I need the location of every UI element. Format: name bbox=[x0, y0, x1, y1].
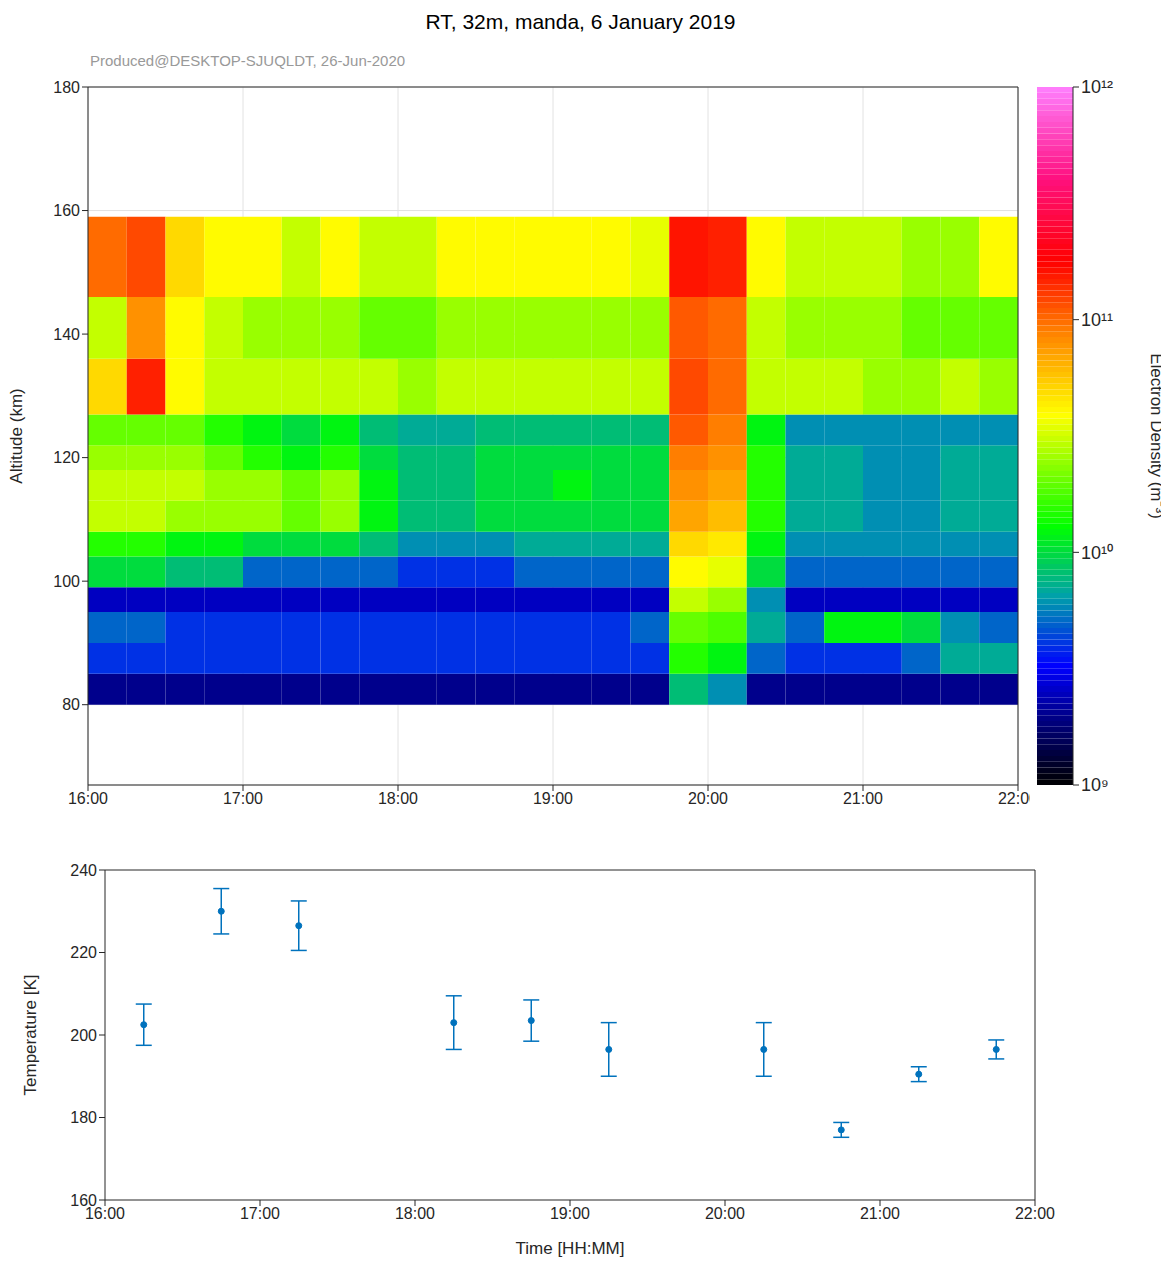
svg-text:240: 240 bbox=[70, 862, 97, 879]
svg-text:17:00: 17:00 bbox=[223, 790, 263, 807]
svg-text:120: 120 bbox=[53, 449, 80, 466]
svg-text:19:00: 19:00 bbox=[533, 790, 573, 807]
svg-text:16:00: 16:00 bbox=[85, 1205, 125, 1223]
html-text:Produced@DESKTOP-SJUQLDT, 26-J: Produced@DESKTOP-SJUQLDT, 26-Jun-2020 bbox=[90, 52, 406, 69]
svg-text:160: 160 bbox=[70, 1192, 97, 1209]
svg-text:21:00: 21:00 bbox=[860, 1205, 900, 1222]
svg-text:Electron Density (m⁻³): Electron Density (m⁻³) bbox=[1147, 353, 1161, 519]
svg-text:140: 140 bbox=[53, 326, 80, 343]
svg-text:Time [HH:MM]: Time [HH:MM] bbox=[516, 1239, 625, 1258]
svg-text:220: 220 bbox=[70, 944, 97, 961]
svg-text:200: 200 bbox=[70, 1027, 97, 1044]
svg-text:100: 100 bbox=[53, 573, 80, 590]
svg-text:22:00: 22:00 bbox=[998, 790, 1030, 807]
svg-text:Altitude (km): Altitude (km) bbox=[7, 388, 26, 483]
svg-text:160: 160 bbox=[53, 202, 80, 219]
svg-text:18:00: 18:00 bbox=[395, 1205, 435, 1222]
svg-text:80: 80 bbox=[62, 696, 80, 713]
svg-text:16:00: 16:00 bbox=[68, 790, 108, 807]
svg-text:22:00: 22:00 bbox=[1015, 1205, 1055, 1222]
svg-text:19:00: 19:00 bbox=[550, 1205, 590, 1222]
svg-text:10⁹: 10⁹ bbox=[1081, 775, 1109, 795]
svg-text:21:00: 21:00 bbox=[843, 790, 883, 807]
svg-text:10¹²: 10¹² bbox=[1081, 77, 1113, 97]
svg-text:20:00: 20:00 bbox=[688, 790, 728, 807]
svg-text:180: 180 bbox=[53, 79, 80, 96]
html-text:RT, 32m, manda, 6 January 2019: RT, 32m, manda, 6 January 2019 bbox=[425, 10, 736, 33]
svg-text:10¹¹: 10¹¹ bbox=[1081, 310, 1113, 330]
svg-text:Temperature [K]: Temperature [K] bbox=[21, 975, 40, 1096]
svg-text:10¹⁰: 10¹⁰ bbox=[1081, 543, 1113, 563]
svg-text:18:00: 18:00 bbox=[378, 790, 418, 807]
svg-text:17:00: 17:00 bbox=[240, 1205, 280, 1222]
svg-text:180: 180 bbox=[70, 1109, 97, 1126]
svg-text:20:00: 20:00 bbox=[705, 1205, 745, 1222]
